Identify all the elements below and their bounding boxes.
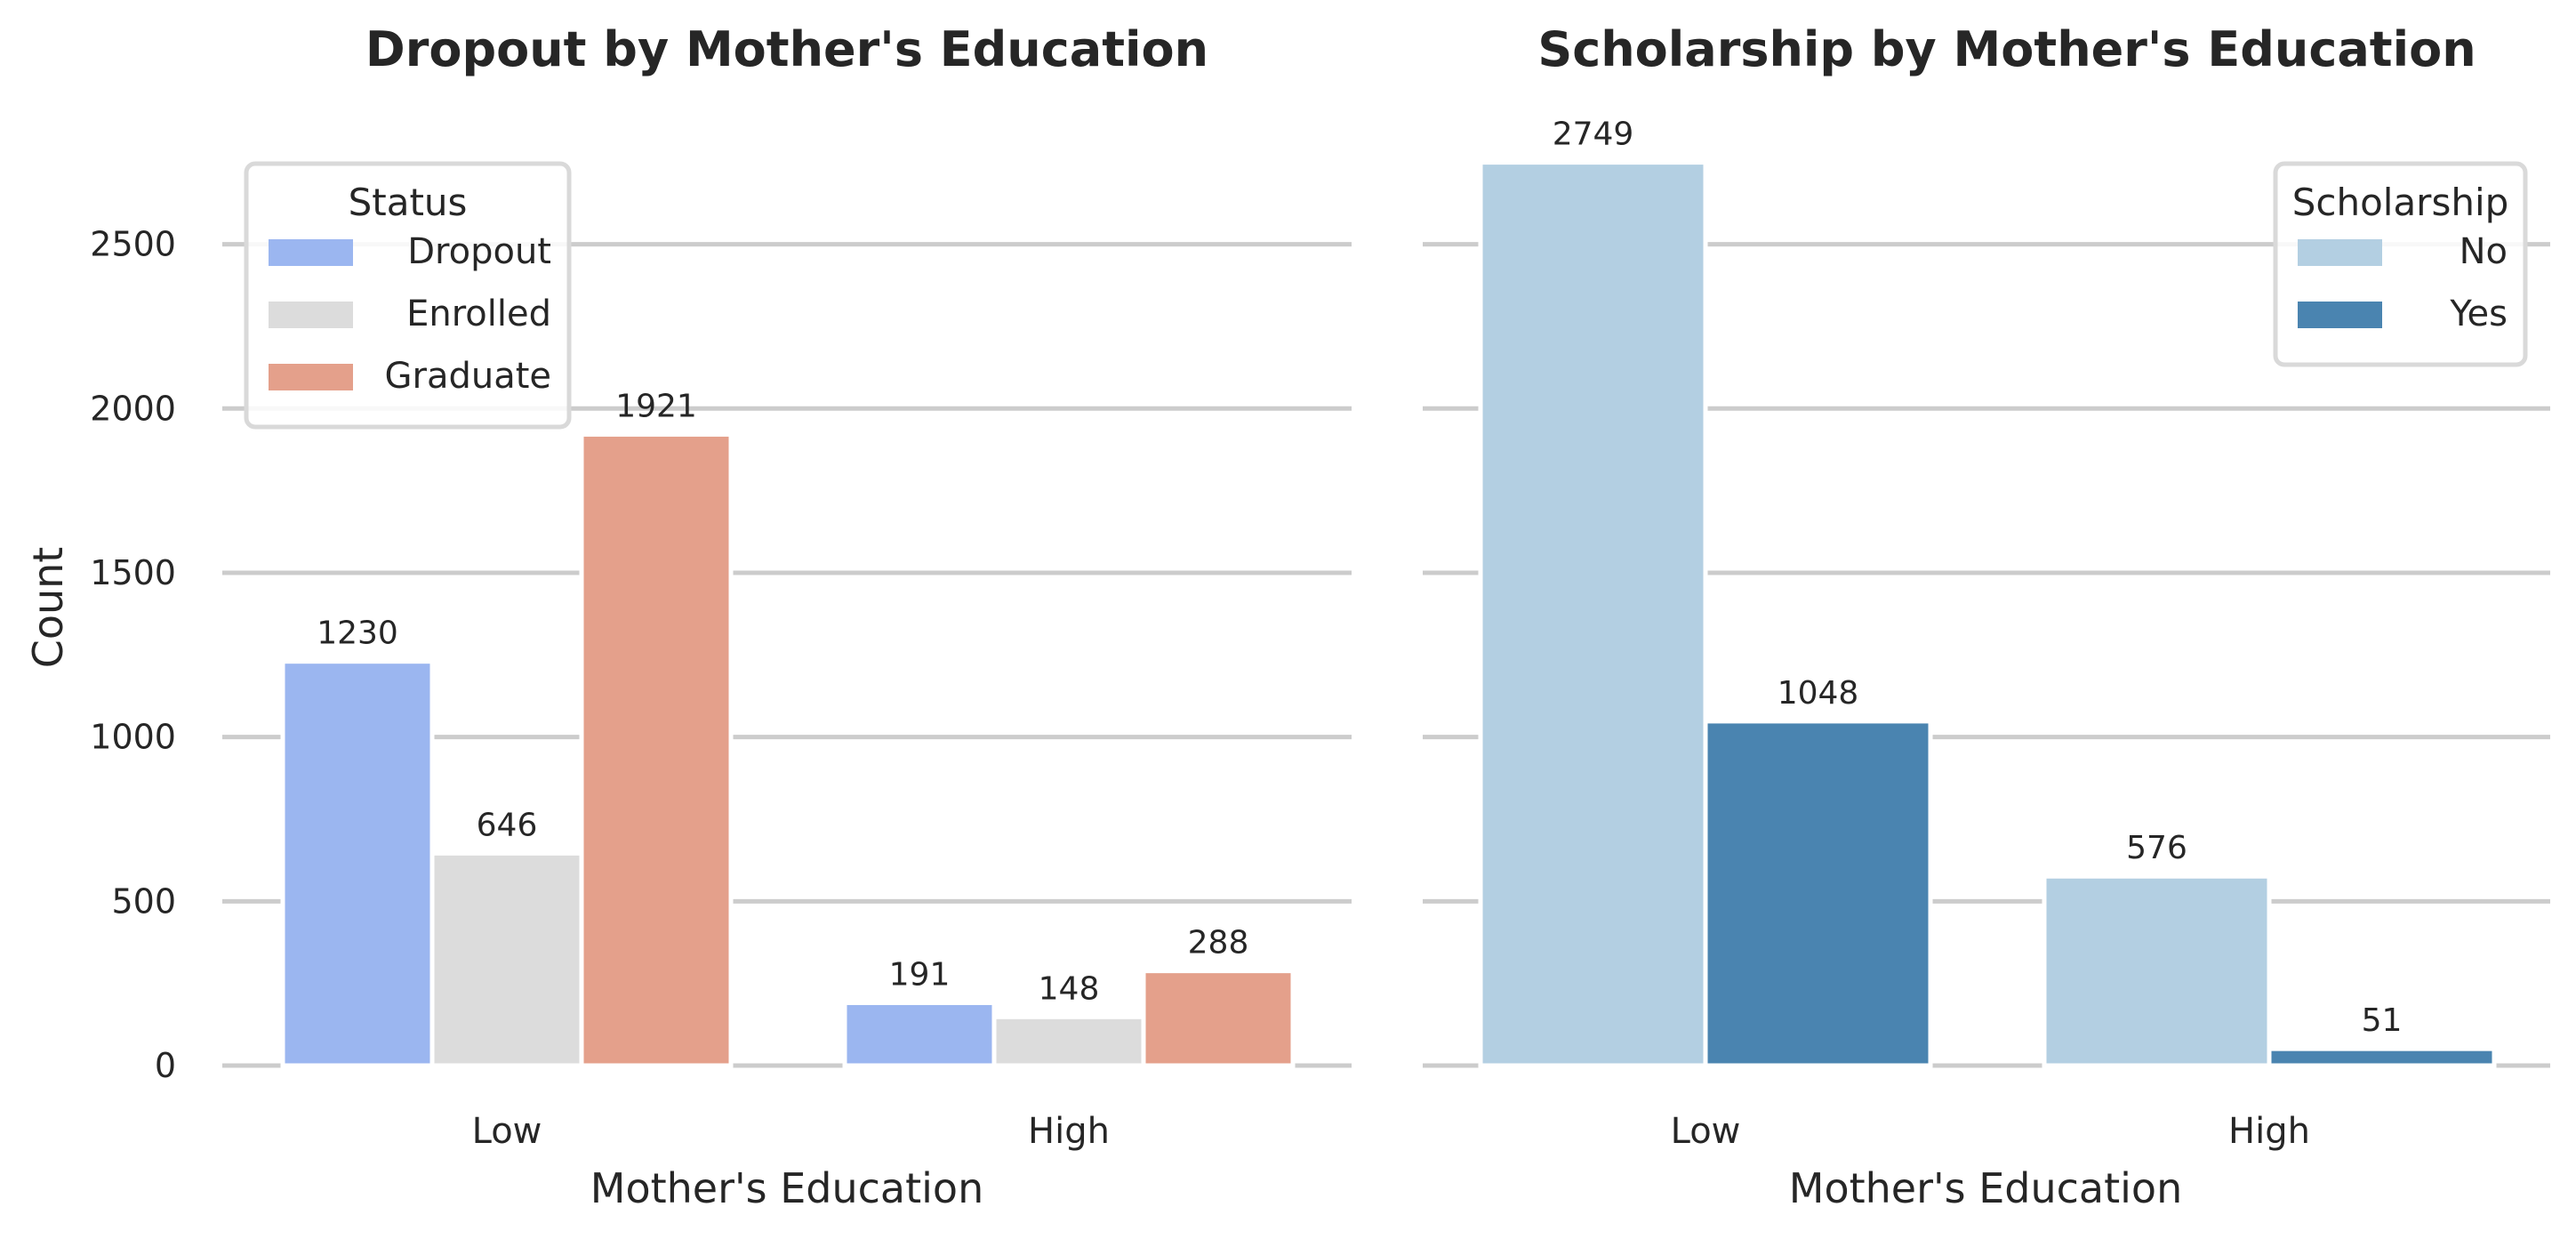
chart-title: Dropout by Mother's Education [365,21,1208,77]
scholarship-chart: Scholarship by Mother's Education 2749 10… [1423,21,2550,1212]
x-axis-label: Mother's Education [1789,1164,2182,1212]
bar-high-enrolled [991,1014,1146,1068]
data-labels: 2749 1048 576 51 [1553,117,2403,1040]
legend-swatch [269,239,353,266]
data-labels: 1230 646 1921 191 148 288 [317,388,1248,1007]
bar-low-graduate [579,431,734,1068]
legend: Status Dropout Enrolled Graduate [244,161,572,430]
data-label: 288 [1188,925,1249,961]
y-tick-label: 1500 [90,553,176,592]
legend-swatch [2298,302,2382,328]
x-tick-label: Low [1671,1111,1741,1152]
bar-high-yes [2267,1046,2497,1068]
legend: Scholarship No Yes [2273,161,2528,367]
legend-swatch [2298,239,2382,266]
bar-low-enrolled [429,850,584,1068]
data-label: 2749 [1553,117,1634,153]
legend-label: Graduate [385,356,552,397]
legend-swatch [269,302,353,328]
legend-label: Enrolled [406,294,551,334]
chart-title: Scholarship by Mother's Education [1537,21,2476,77]
legend-label: No [2460,231,2508,272]
y-tick-label: 1000 [90,718,176,757]
x-tick-labels: Low High [1671,1111,2310,1152]
bars [1478,160,2497,1068]
legend-swatch [269,364,353,390]
x-tick-label: Low [472,1111,542,1152]
y-tick-label: 2000 [90,389,176,428]
y-tick-label: 2500 [90,225,176,264]
x-tick-label: High [2228,1111,2310,1152]
y-tick-label: 0 [155,1046,176,1085]
data-label: 191 [889,956,951,993]
legend-title: Status [349,181,468,224]
bar-low-dropout [280,659,435,1068]
legend-frame [244,161,572,430]
y-tick-label: 500 [111,881,176,921]
y-tick-labels: 0 500 1000 1500 2000 2500 [90,225,176,1085]
data-label: 646 [477,807,538,843]
x-tick-label: High [1028,1111,1110,1152]
bar-high-dropout [842,1000,997,1068]
legend-label: Yes [2449,294,2508,334]
legend-title: Scholarship [2292,181,2509,224]
bars [280,431,1296,1068]
bar-high-no [2042,873,2272,1068]
dropout-chart: Dropout by Mother's Education 0 500 1000 15… [24,21,1352,1212]
legend-label: Dropout [407,231,551,272]
x-tick-labels: Low High [472,1111,1110,1152]
data-label: 576 [2126,830,2187,866]
bar-low-yes [1703,719,1933,1068]
bar-high-graduate [1141,969,1296,1068]
data-label: 51 [2362,1002,2403,1039]
data-label: 148 [1039,970,1100,1007]
data-label: 1048 [1778,675,1859,712]
data-label: 1230 [317,615,398,652]
y-axis-label: Count [24,547,72,669]
bar-low-no [1478,160,1708,1068]
data-label: 1921 [615,388,697,424]
x-axis-label: Mother's Education [590,1164,983,1212]
